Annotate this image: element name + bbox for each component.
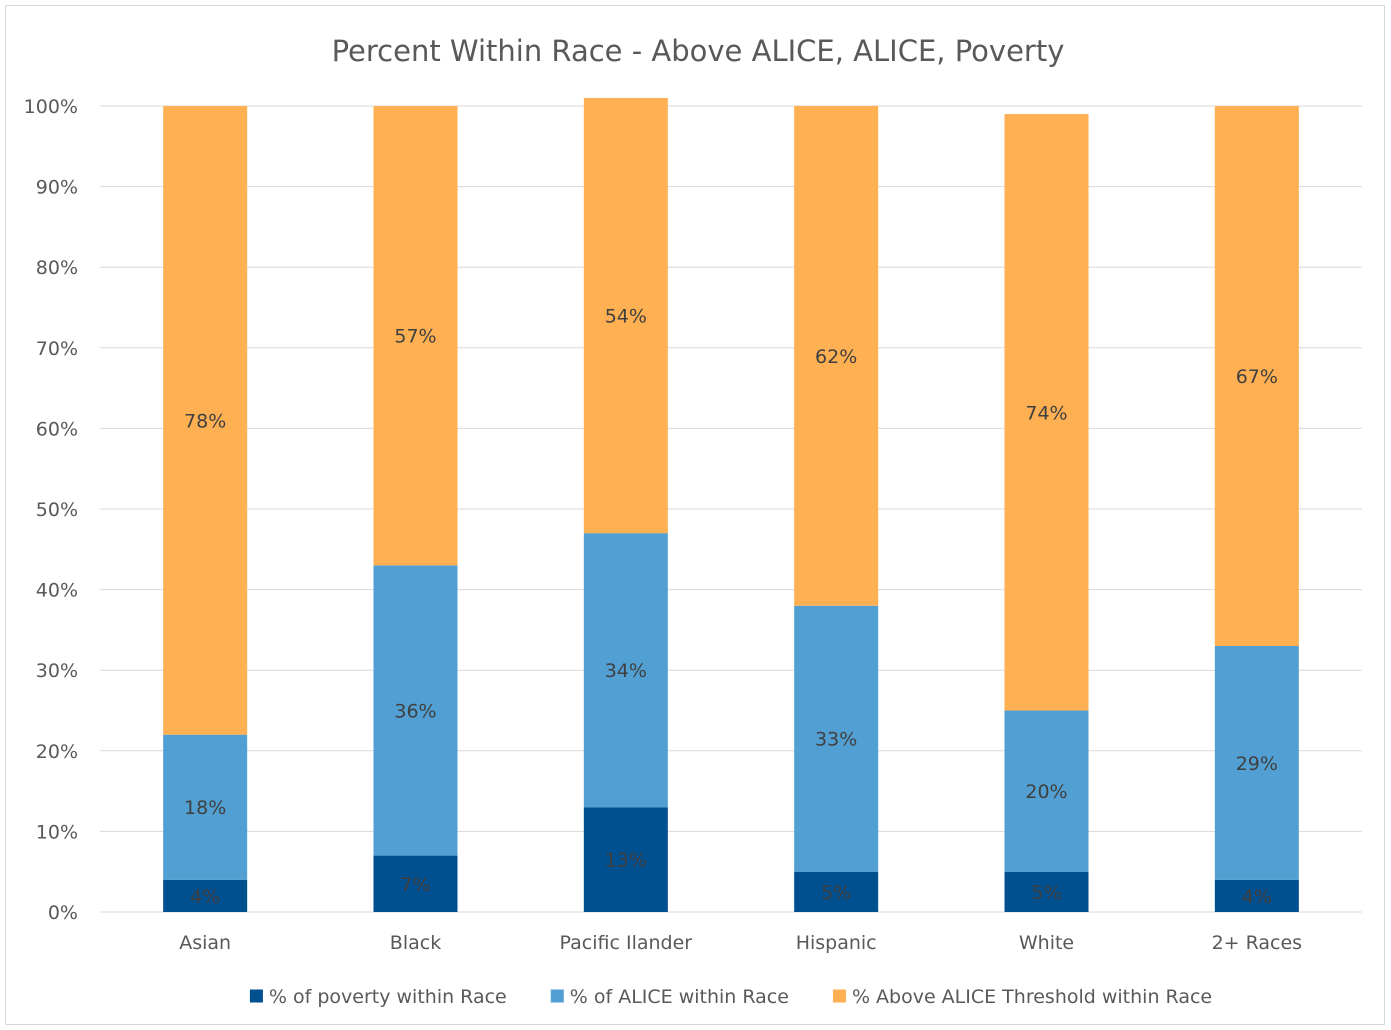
data-label: 36%: [394, 701, 436, 723]
chart-title: Percent Within Race - Above ALICE, ALICE…: [332, 34, 1065, 68]
legend-label: % Above ALICE Threshold within Race: [852, 986, 1212, 1008]
bar-segment: [373, 565, 458, 856]
data-label: 29%: [1236, 753, 1278, 775]
category-label: Asian: [179, 932, 231, 954]
legend-label: % of poverty within Race: [269, 986, 507, 1008]
data-label: 13%: [605, 850, 647, 872]
data-label: 78%: [184, 410, 226, 432]
bar-stack: 5% 20% 74%: [1004, 114, 1089, 912]
bar-segment: [1004, 710, 1089, 872]
legend-item: % of ALICE within Race: [550, 986, 789, 1008]
data-label: 20%: [1025, 781, 1067, 803]
bar-stack: 5% 33% 62%: [794, 106, 879, 912]
legend-item: % of poverty within Race: [249, 986, 507, 1008]
y-tick-label: 30%: [36, 660, 78, 682]
bar-segment: [163, 879, 248, 912]
data-label: 67%: [1236, 366, 1278, 388]
data-label: 33%: [815, 729, 857, 751]
x-axis: Asian Black Pacific Ilander Hispanic White 2+…: [179, 932, 1302, 954]
y-tick-label: 40%: [36, 580, 78, 602]
data-label: 18%: [184, 797, 226, 819]
bar-stack: 13% 34% 54%: [583, 97, 668, 912]
data-label: 54%: [605, 306, 647, 328]
y-tick-label: 100%: [24, 96, 78, 118]
category-label: Hispanic: [796, 932, 877, 954]
bar-segment: [373, 855, 458, 912]
y-tick-label: 50%: [36, 499, 78, 521]
bar-segment: [1214, 879, 1299, 912]
bar-stack: 4% 29% 67%: [1214, 106, 1299, 912]
bar-segment: [373, 106, 458, 566]
bars: 4% 18% 78% 7% 36% 57% 13% 34% 54% 5% 33% 62% 5% 20% 74…: [163, 97, 1299, 912]
legend-swatch: [550, 989, 564, 1003]
bar-stack: 7% 36% 57%: [373, 106, 458, 912]
data-label: 5%: [821, 882, 851, 904]
legend: % of poverty within Race % of ALICE withi…: [249, 986, 1212, 1008]
bar-segment: [583, 533, 668, 808]
y-tick-label: 80%: [36, 257, 78, 279]
bar-segment: [1214, 106, 1299, 647]
y-tick-label: 20%: [36, 741, 78, 763]
y-tick-label: 60%: [36, 418, 78, 440]
category-label: Pacific Ilander: [560, 932, 693, 954]
y-tick-label: 90%: [36, 177, 78, 199]
bar-segment: [163, 734, 248, 880]
bar-segment: [163, 106, 248, 735]
legend-item: % Above ALICE Threshold within Race: [832, 986, 1212, 1008]
bar-segment: [1004, 114, 1089, 711]
legend-swatch: [832, 989, 846, 1003]
data-label: 4%: [1242, 886, 1272, 908]
bar-segment: [794, 605, 879, 872]
bar-segment: [794, 106, 879, 606]
y-tick-label: 0%: [48, 902, 78, 924]
gridlines: [100, 105, 1362, 913]
data-label: 7%: [400, 874, 430, 896]
data-label: 62%: [815, 346, 857, 368]
data-label: 4%: [190, 886, 220, 908]
data-label: 74%: [1025, 402, 1067, 424]
bar-stack: 4% 18% 78%: [163, 106, 248, 912]
bar-segment: [1004, 871, 1089, 912]
bar-segment: [583, 97, 668, 534]
legend-label: % of ALICE within Race: [570, 986, 789, 1008]
data-label: 5%: [1031, 882, 1061, 904]
category-label: Black: [390, 932, 441, 954]
y-tick-label: 10%: [36, 821, 78, 843]
data-label: 57%: [394, 326, 436, 348]
category-label: White: [1019, 932, 1074, 954]
data-label: 34%: [605, 660, 647, 682]
y-axis: 0% 10% 20% 30% 40% 50% 60% 70% 80% 90% 100%: [24, 96, 78, 924]
bar-segment: [794, 871, 879, 912]
bar-segment: [1214, 646, 1299, 880]
category-label: 2+ Races: [1212, 932, 1303, 954]
y-tick-label: 70%: [36, 338, 78, 360]
legend-swatch: [249, 989, 263, 1003]
bar-segment: [583, 807, 668, 912]
